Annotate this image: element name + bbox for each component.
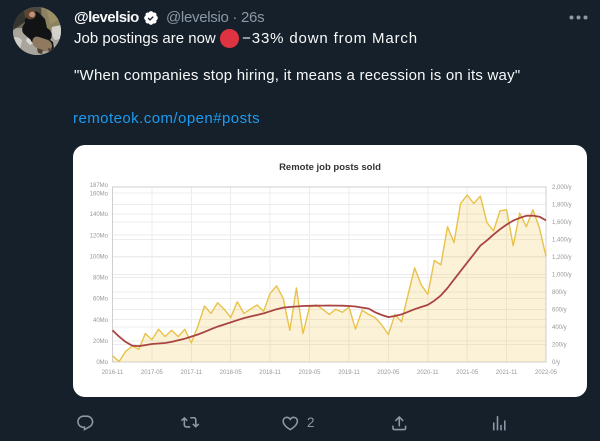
svg-text:2020-11: 2020-11 (417, 370, 439, 376)
svg-text:40Mo: 40Mo (93, 318, 109, 324)
svg-text:2017-11: 2017-11 (181, 370, 203, 376)
svg-text:600/y: 600/y (552, 308, 567, 314)
svg-text:80Mo: 80Mo (93, 276, 109, 282)
svg-text:2019-11: 2019-11 (338, 370, 360, 376)
svg-text:160Mo: 160Mo (90, 192, 109, 198)
svg-text:2022-05: 2022-05 (535, 370, 558, 376)
svg-text:2019-05: 2019-05 (298, 370, 321, 376)
svg-text:60Mo: 60Mo (93, 297, 109, 303)
svg-text:2020-05: 2020-05 (377, 370, 400, 376)
svg-text:1,200/y: 1,200/y (552, 255, 572, 261)
svg-text:Remote job posts sold: Remote job posts sold (279, 162, 381, 173)
svg-text:2016-11: 2016-11 (102, 370, 124, 376)
svg-text:2021-11: 2021-11 (496, 370, 518, 376)
svg-text:400/y: 400/y (552, 325, 567, 331)
svg-text:1,800/y: 1,800/y (552, 203, 572, 209)
svg-text:2018-11: 2018-11 (259, 370, 281, 376)
svg-text:140Mo: 140Mo (90, 212, 109, 218)
svg-text:0/y: 0/y (552, 360, 560, 366)
svg-text:1,000/y: 1,000/y (552, 273, 572, 279)
svg-text:800/y: 800/y (552, 290, 567, 296)
svg-text:1,400/y: 1,400/y (552, 238, 572, 244)
svg-text:20Mo: 20Mo (93, 339, 109, 345)
svg-text:0Mo: 0Mo (96, 360, 108, 366)
svg-text:2021-05: 2021-05 (456, 370, 479, 376)
svg-text:187Mo: 187Mo (90, 183, 109, 189)
svg-text:100Mo: 100Mo (90, 254, 109, 260)
svg-text:2018-05: 2018-05 (220, 370, 243, 376)
svg-text:2017-05: 2017-05 (141, 370, 164, 376)
svg-text:1,600/y: 1,600/y (552, 220, 572, 226)
svg-text:2,000/y: 2,000/y (552, 185, 572, 191)
svg-text:120Mo: 120Mo (90, 233, 109, 239)
svg-text:200/y: 200/y (552, 343, 567, 349)
